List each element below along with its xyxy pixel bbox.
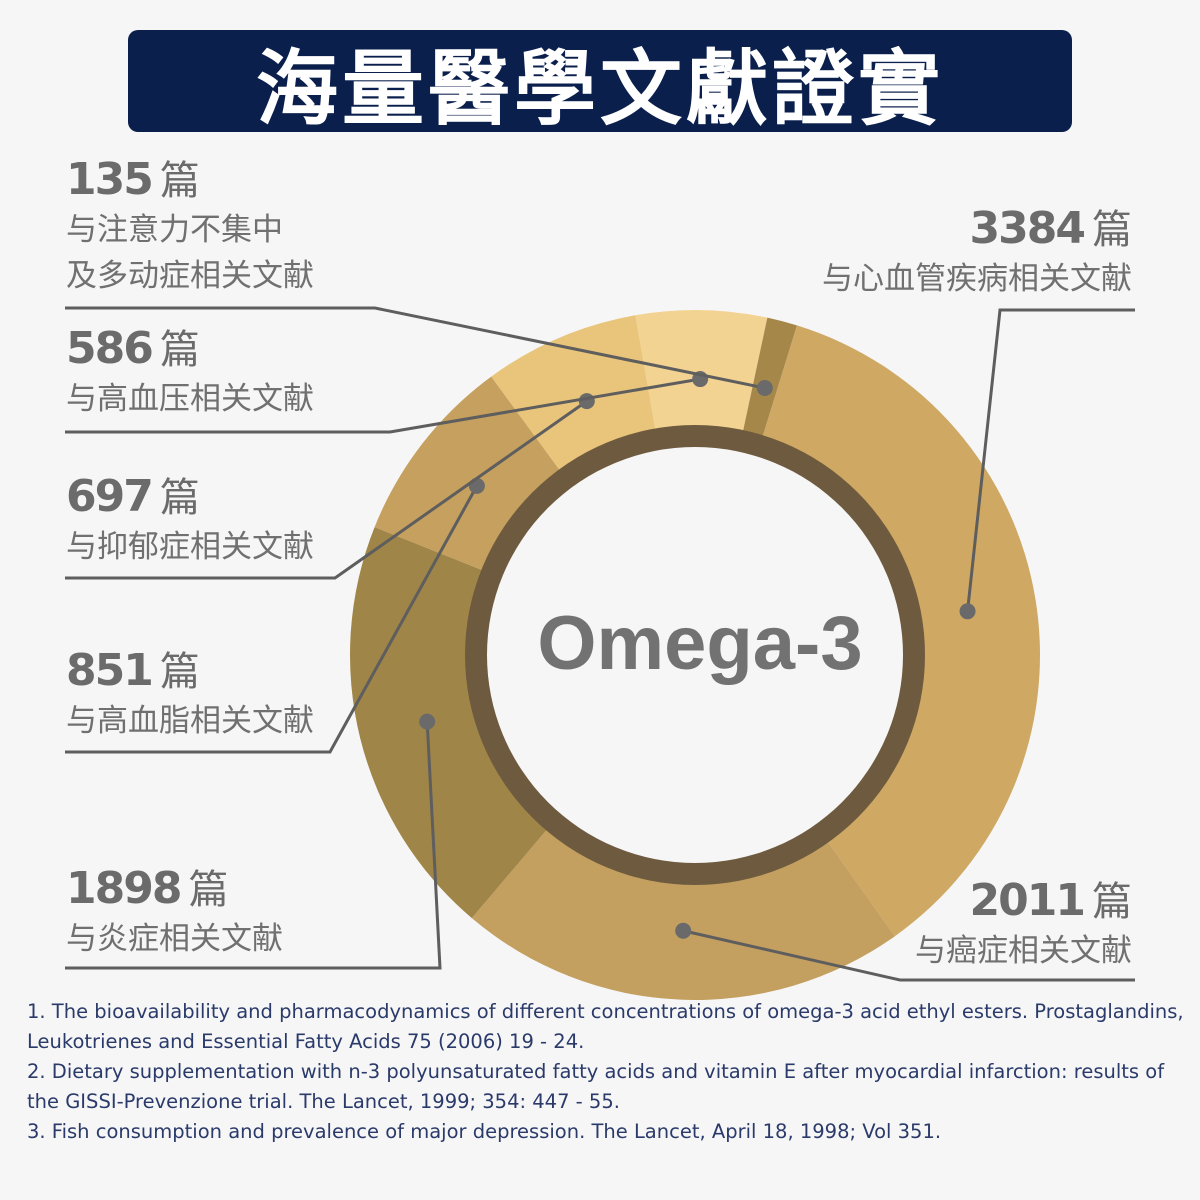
leader-line-2011 bbox=[682, 929, 1135, 982]
series-count: 1898 篇 bbox=[66, 863, 229, 914]
series-count: 851 篇 bbox=[66, 645, 200, 696]
series-desc: 与高血脂相关文献 bbox=[66, 703, 314, 739]
series-count: 3384 篇 bbox=[969, 203, 1132, 254]
series-label-851: 851 篇 与高血脂相关文献 bbox=[66, 645, 314, 744]
series-label-135: 135 篇 与注意力不集中 及多动症相关文献 bbox=[66, 154, 314, 299]
donut-hole bbox=[487, 447, 903, 863]
leader-line-851 bbox=[65, 485, 479, 754]
series-count: 135 篇 bbox=[66, 154, 200, 205]
references: 1. The bioavailability and pharmacodynam… bbox=[27, 997, 1197, 1147]
page-title: 海量醫學文獻證實 bbox=[255, 41, 944, 137]
leader-line-135 bbox=[65, 306, 766, 390]
series-desc-line2: 及多动症相关文献 bbox=[66, 258, 314, 294]
series-desc: 与高血压相关文献 bbox=[66, 381, 314, 417]
series-desc: 与注意力不集中 bbox=[66, 212, 283, 248]
series-count: 586 篇 bbox=[66, 323, 200, 374]
leader-dot-851 bbox=[468, 477, 485, 494]
series-desc: 与炎症相关文献 bbox=[66, 921, 283, 957]
reference-item: 2. Dietary supplementation with n-3 poly… bbox=[27, 1060, 1165, 1113]
series-label-586: 586 篇 与高血压相关文献 bbox=[66, 323, 314, 422]
leader-line-697 bbox=[65, 399, 588, 580]
leader-line-1898 bbox=[65, 721, 442, 970]
leader-line-586 bbox=[65, 377, 701, 434]
center-label: Omega-3 bbox=[537, 601, 863, 686]
series-count: 697 篇 bbox=[66, 471, 200, 522]
leader-dot-135 bbox=[756, 379, 773, 396]
series-desc: 与抑郁症相关文献 bbox=[66, 529, 314, 565]
reference-item: 1. The bioavailability and pharmacodynam… bbox=[27, 1000, 1184, 1053]
series-label-1898: 1898 篇 与炎症相关文献 bbox=[66, 863, 283, 962]
omega3-donut-chart bbox=[65, 306, 1135, 1000]
series-desc: 与心血管疾病相关文献 bbox=[822, 261, 1132, 297]
leader-dot-3384 bbox=[959, 603, 976, 620]
series-label-2011: 2011 篇 与癌症相关文献 bbox=[915, 875, 1132, 974]
reference-item: 3. Fish consumption and prevalence of ma… bbox=[27, 1120, 942, 1143]
series-label-3384: 3384 篇 与心血管疾病相关文献 bbox=[822, 203, 1132, 302]
leader-dot-697 bbox=[578, 393, 595, 410]
series-count: 2011 篇 bbox=[969, 875, 1132, 926]
leader-dot-1898 bbox=[419, 713, 436, 730]
title-banner: 海量醫學文獻證實 bbox=[128, 30, 1072, 137]
leader-dot-2011 bbox=[675, 922, 692, 939]
series-desc: 与癌症相关文献 bbox=[915, 933, 1132, 969]
leader-line-3384 bbox=[966, 308, 1135, 612]
series-label-697: 697 篇 与抑郁症相关文献 bbox=[66, 471, 314, 570]
